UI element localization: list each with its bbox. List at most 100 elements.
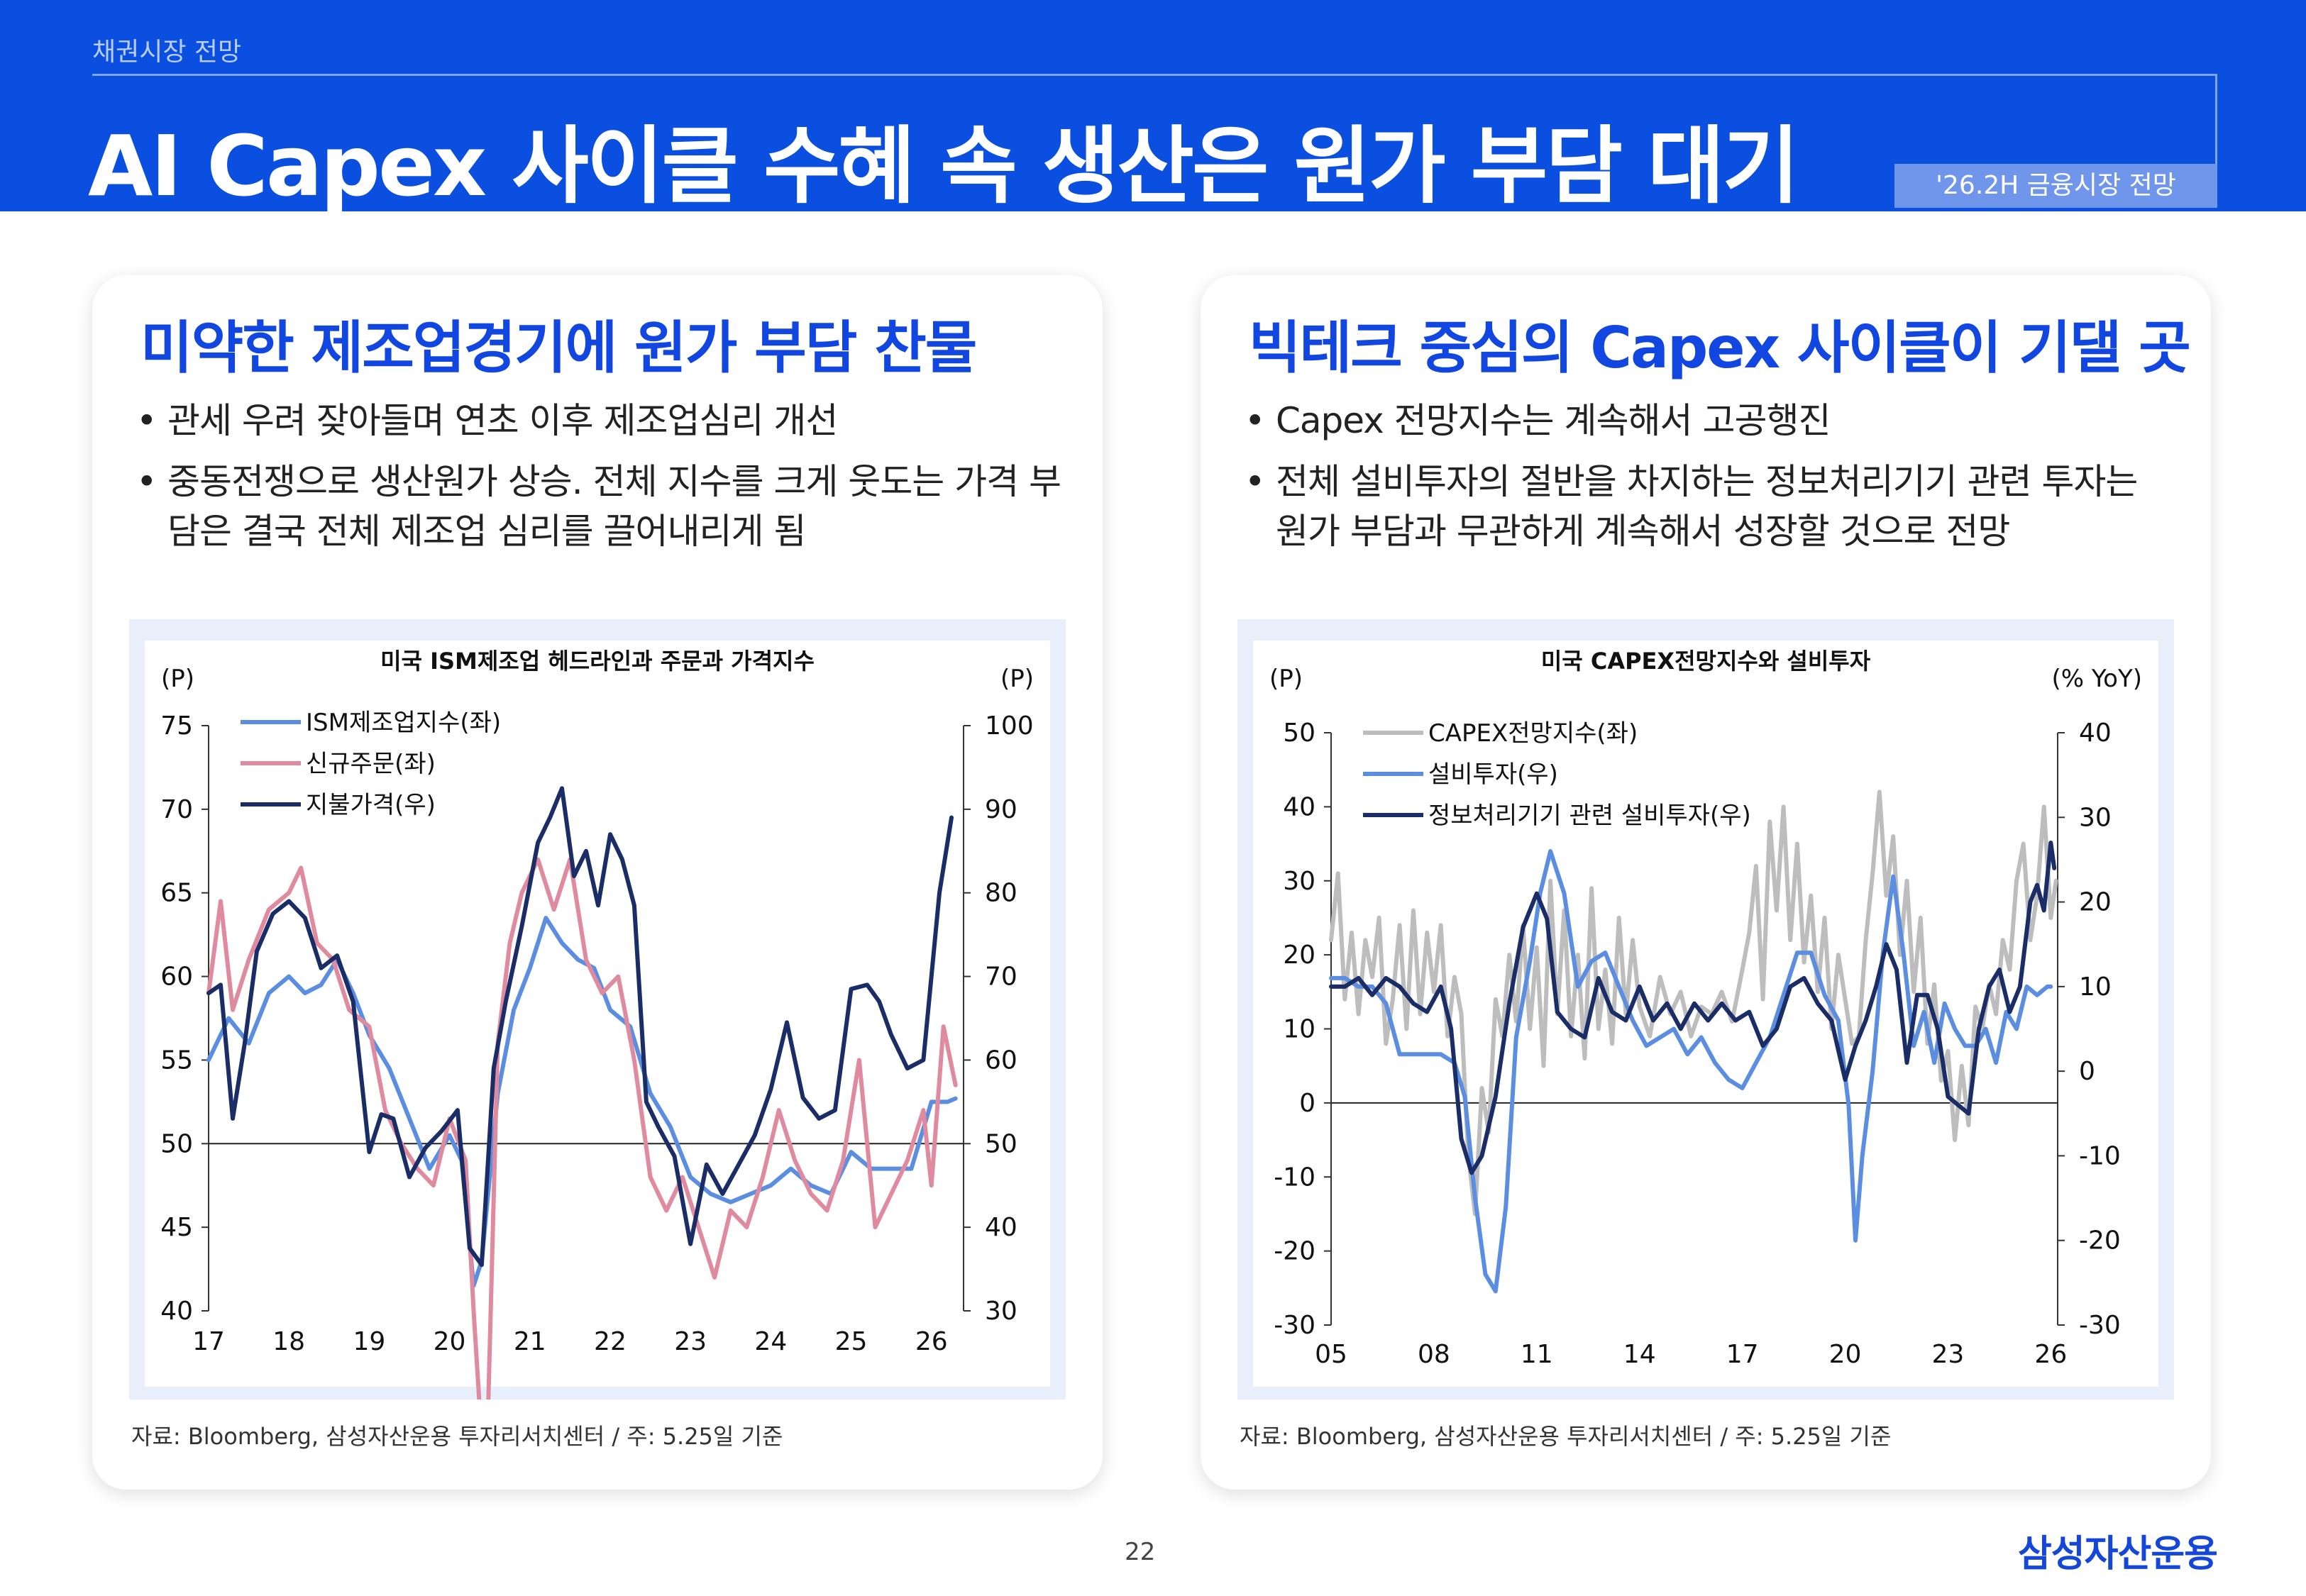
right-tick-label: 50 xyxy=(985,1129,1017,1158)
x-tick-label: 20 xyxy=(1829,1340,1862,1369)
x-tick-label: 26 xyxy=(915,1327,948,1356)
x-tick-label: 19 xyxy=(353,1327,385,1356)
right-card: 빅테크 중심의 Capex 사이클이 기댈 곳 • Capex 전망지수는 계속해… xyxy=(1201,275,2211,1490)
left-tick-label: 70 xyxy=(160,795,193,824)
right-tick-label: 10 xyxy=(2079,972,2112,1002)
bullet-item: • 관세 우려 잦아들며 연초 이후 제조업심리 개선 xyxy=(136,396,1066,445)
right-tick-label: 20 xyxy=(2079,888,2112,917)
bullet-item: • Capex 전망지수는 계속해서 고공행진 xyxy=(1245,396,2174,445)
capex-chart-panel: 미국 CAPEX전망지수와 설비투자 (P) (% YoY) 50 40 30 20 10 0 -… xyxy=(1237,619,2174,1400)
right-tick-label: -10 xyxy=(2079,1141,2121,1170)
left-axis-unit: (P) xyxy=(161,665,194,693)
right-tick-label: 80 xyxy=(985,879,1017,908)
left-tick-label: 50 xyxy=(160,1129,193,1158)
ism-chart: 미국 ISM제조업 헤드라인과 주문과 가격지수 (P) (P) 75 70 65 60 55… xyxy=(145,641,1050,1400)
chart-title: 미국 CAPEX전망지수와 설비투자 xyxy=(1541,648,1871,675)
x-tick-label: 24 xyxy=(754,1327,787,1356)
legend-label: 지불가격(우) xyxy=(306,791,436,819)
bullet-text: 관세 우려 잦아들며 연초 이후 제조업심리 개선 xyxy=(167,400,838,441)
legend-label: 신규주문(좌) xyxy=(306,750,436,778)
bullet-dot: • xyxy=(1245,461,1265,502)
x-tick-label: 23 xyxy=(1932,1340,1965,1369)
x-tick-label: 17 xyxy=(1726,1340,1759,1369)
right-tick-label: 30 xyxy=(2079,803,2112,832)
bullet-item: • 전체 설비투자의 절반을 차지하는 정보처리기기 관련 투자는 원가 부담과 … xyxy=(1245,457,2174,556)
right-tick-label: 30 xyxy=(985,1297,1017,1326)
right-source-note: 자료: Bloomberg, 삼성자산운용 투자리서치센터 / 주: 5.25일… xyxy=(1240,1423,1892,1450)
series-line-2 xyxy=(206,786,954,1268)
right-tick-label: 40 xyxy=(2079,719,2112,748)
left-axis-unit: (P) xyxy=(1269,665,1303,693)
bullet-text: 중동전쟁으로 생산원가 상승. 전체 지수를 크게 웃도는 가격 부담은 결국 … xyxy=(167,461,1061,552)
right-tick-label: -30 xyxy=(2079,1311,2121,1340)
left-tick-label: 45 xyxy=(160,1213,193,1242)
left-tick-label: 20 xyxy=(1283,941,1315,970)
right-tick-label: 70 xyxy=(985,963,1017,992)
x-tick-label: 20 xyxy=(434,1327,466,1356)
chart-title: 미국 ISM제조업 헤드라인과 주문과 가격지수 xyxy=(380,648,815,675)
right-tick-label: 60 xyxy=(985,1046,1017,1075)
left-card: 미약한 제조업경기에 원가 부담 찬물 • 관세 우려 잦아들며 연초 이후 제조… xyxy=(92,275,1103,1490)
left-tick-label: 30 xyxy=(1283,867,1315,896)
right-axis-unit: (% YoY) xyxy=(2052,665,2142,693)
header-divider-vertical xyxy=(2215,74,2217,166)
legend-label: 정보처리기기 관련 설비투자(우) xyxy=(1428,802,1751,830)
left-tick-label: 40 xyxy=(160,1297,193,1326)
x-tick-label: 23 xyxy=(674,1327,707,1356)
right-bullet-list: • Capex 전망지수는 계속해서 고공행진 • 전체 설비투자의 절반을 차지하… xyxy=(1245,396,2174,567)
right-tick-label: -20 xyxy=(2079,1226,2121,1256)
x-tick-label: 08 xyxy=(1418,1340,1450,1369)
bullet-dot: • xyxy=(136,400,157,441)
bullet-item: • 중동전쟁으로 생산원가 상승. 전체 지수를 크게 웃도는 가격 부담은 결국… xyxy=(136,457,1066,556)
right-tick-label: 40 xyxy=(985,1213,1017,1242)
left-source-note: 자료: Bloomberg, 삼성자산운용 투자리서치센터 / 주: 5.25일… xyxy=(131,1423,783,1450)
capex-chart: 미국 CAPEX전망지수와 설비투자 (P) (% YoY) 50 40 30 20 10 0 -… xyxy=(1253,641,2158,1387)
left-tick-label: 75 xyxy=(160,711,193,741)
section-label: 채권시장 전망 xyxy=(92,38,242,67)
left-tick-label: 65 xyxy=(160,879,193,908)
bullet-dot: • xyxy=(1245,400,1265,441)
report-tag: '26.2H 금융시장 전망 xyxy=(1894,164,2217,208)
x-tick-label: 26 xyxy=(2034,1340,2067,1369)
x-tick-label: 25 xyxy=(835,1327,868,1356)
page-header: 채권시장 전망 AI Capex 사이클 수혜 속 생산은 원가 부담 대기 '… xyxy=(0,0,2306,215)
left-tick-label: 50 xyxy=(1283,719,1315,748)
legend-label: ISM제조업지수(좌) xyxy=(306,709,501,737)
series-line-1 xyxy=(206,857,958,1400)
left-tick-label: -30 xyxy=(1274,1311,1315,1340)
legend-label: 설비투자(우) xyxy=(1428,760,1558,789)
left-tick-label: 40 xyxy=(1283,792,1315,821)
left-tick-label: 55 xyxy=(160,1046,193,1075)
x-tick-label: 22 xyxy=(594,1327,627,1356)
right-tick-label: 100 xyxy=(985,711,1034,741)
left-tick-label: 10 xyxy=(1283,1015,1315,1044)
bullet-text: Capex 전망지수는 계속해서 고공행진 xyxy=(1276,400,1831,441)
right-tick-label: 0 xyxy=(2079,1057,2095,1086)
ism-chart-panel: 미국 ISM제조업 헤드라인과 주문과 가격지수 (P) (P) 75 70 65 60 55… xyxy=(129,619,1066,1400)
company-logo: 삼성자산운용 xyxy=(2017,1533,2218,1575)
x-tick-label: 05 xyxy=(1315,1340,1347,1369)
right-card-heading: 빅테크 중심의 Capex 사이클이 기댈 곳 xyxy=(1249,315,2191,381)
legend-label: CAPEX전망지수(좌) xyxy=(1428,719,1638,748)
x-tick-label: 11 xyxy=(1521,1340,1553,1369)
bullet-text: 전체 설비투자의 절반을 차지하는 정보처리기기 관련 투자는 원가 부담과 무… xyxy=(1276,461,2138,552)
series-line-2 xyxy=(1329,841,2057,1175)
left-bullet-list: • 관세 우려 잦아들며 연초 이후 제조업심리 개선 • 중동전쟁으로 생산원가 … xyxy=(136,396,1066,567)
bullet-dot: • xyxy=(136,461,157,502)
series-line-1 xyxy=(1329,849,2053,1294)
x-tick-label: 14 xyxy=(1623,1340,1656,1369)
chart-plot-background xyxy=(145,641,1050,1387)
header-divider xyxy=(92,74,2217,76)
x-tick-label: 21 xyxy=(514,1327,546,1356)
left-tick-label: -20 xyxy=(1274,1237,1315,1266)
left-tick-label: 0 xyxy=(1299,1089,1315,1118)
x-tick-label: 18 xyxy=(272,1327,305,1356)
right-tick-label: 90 xyxy=(985,795,1017,824)
left-tick-label: 60 xyxy=(160,963,193,992)
left-card-heading: 미약한 제조업경기에 원가 부담 찬물 xyxy=(140,315,977,381)
page-number: 22 xyxy=(1125,1538,1156,1566)
left-tick-label: -10 xyxy=(1274,1163,1315,1192)
right-axis-unit: (P) xyxy=(1000,665,1034,693)
x-tick-label: 17 xyxy=(192,1327,225,1356)
page-title: AI Capex 사이클 수혜 속 생산은 원가 부담 대기 xyxy=(88,117,1799,215)
